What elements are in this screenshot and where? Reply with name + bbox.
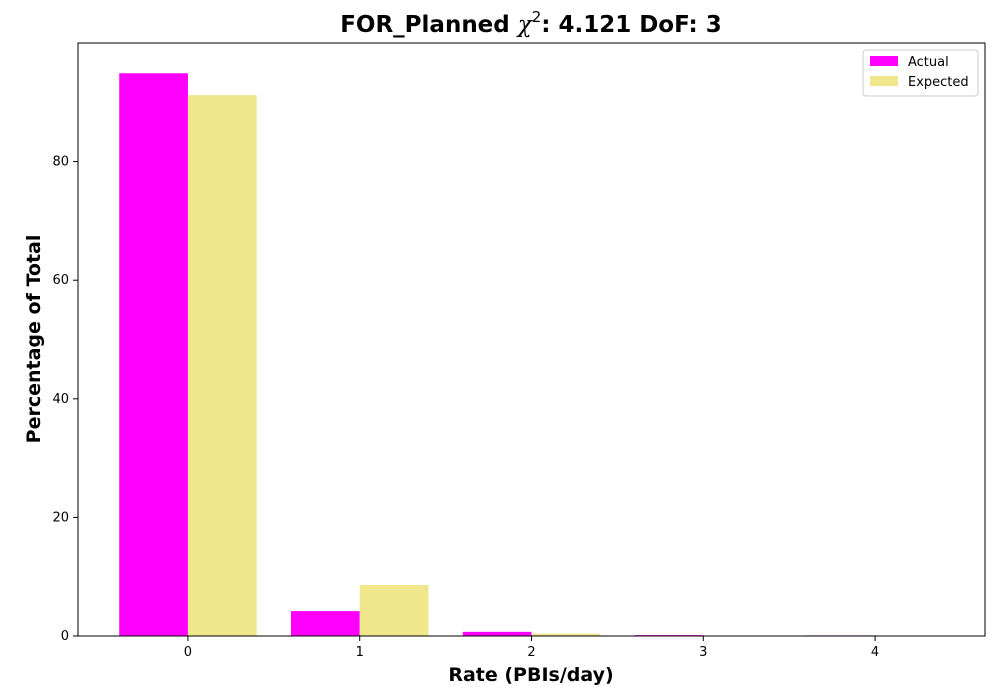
x-tick-label: 4	[871, 645, 879, 660]
legend-swatch-expected	[870, 76, 898, 86]
y-tick-label: 0	[61, 629, 69, 644]
chart-title-rest: : 4.121 DoF: 3	[541, 12, 722, 38]
legend: Actual Expected	[862, 49, 979, 97]
legend-label-expected: Expected	[908, 75, 969, 90]
y-tick-label: 40	[52, 392, 69, 407]
x-axis-label: Rate (PBIs/day)	[448, 664, 613, 686]
x-tick-label: 3	[699, 645, 707, 660]
bar-actual-1	[291, 611, 360, 636]
y-axis-label: Percentage of Total	[23, 235, 45, 444]
bar-actual-0	[119, 73, 188, 637]
chart-title-sup: 2	[532, 8, 542, 26]
x-tick-label: 0	[184, 645, 192, 660]
x-ticks: 0 1 2 3 4	[184, 636, 879, 660]
chart-title-main: FOR_Planned	[340, 12, 518, 38]
chart-title: FOR_Planned χ2: 4.121 DoF: 3	[340, 8, 722, 38]
bars-group	[119, 73, 876, 637]
y-tick-label: 20	[52, 510, 69, 525]
bar-expected-0	[187, 95, 257, 636]
bar-expected-2	[531, 633, 601, 636]
x-tick-label: 1	[356, 645, 364, 660]
y-tick-label: 60	[52, 273, 69, 288]
y-ticks: 0 20 40 60 80	[52, 155, 78, 644]
bar-expected-1	[359, 585, 429, 636]
legend-label-actual: Actual	[908, 55, 949, 70]
chart-title-chi: χ	[516, 12, 534, 38]
y-tick-label: 80	[52, 155, 69, 170]
x-tick-label: 2	[527, 645, 535, 660]
bar-actual-2	[462, 631, 532, 636]
legend-swatch-actual	[870, 56, 898, 66]
